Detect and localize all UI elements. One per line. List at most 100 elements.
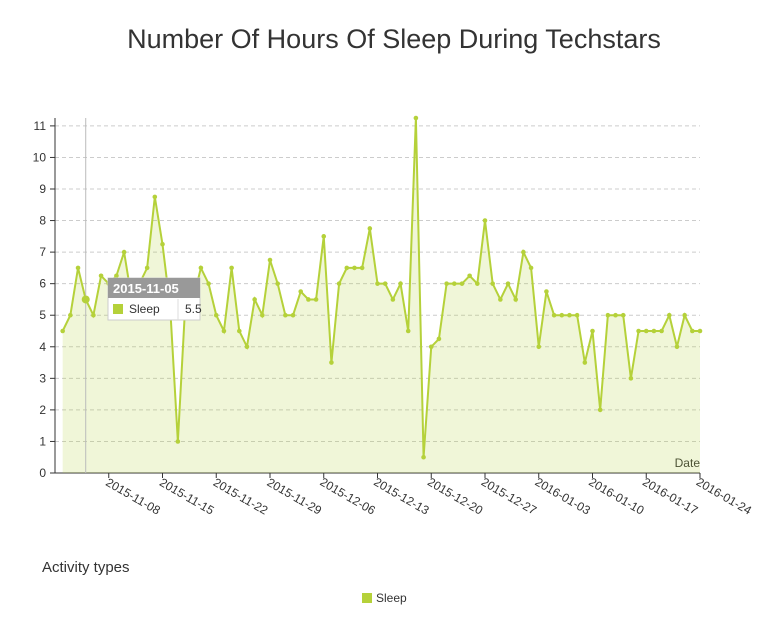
point — [636, 328, 641, 334]
point — [490, 281, 495, 286]
point — [674, 344, 680, 350]
point — [444, 281, 449, 286]
point — [329, 360, 334, 365]
y-tick-label: 7 — [39, 245, 46, 259]
point — [459, 281, 465, 286]
point — [213, 312, 219, 318]
point — [283, 312, 288, 318]
point — [528, 265, 534, 271]
point — [536, 344, 542, 350]
point — [336, 281, 342, 286]
point — [298, 289, 304, 294]
point — [567, 312, 572, 318]
x-tick-label: 2015-11-15 — [157, 475, 217, 518]
point — [498, 297, 503, 302]
point — [643, 328, 649, 334]
point — [68, 312, 73, 318]
area — [62, 118, 700, 473]
tooltip-name: Sleep — [129, 302, 160, 316]
point — [152, 194, 158, 200]
point — [244, 344, 250, 350]
point — [221, 328, 227, 334]
x-tick-label: 2015-11-22 — [211, 475, 271, 518]
point — [505, 281, 511, 286]
point — [605, 312, 611, 318]
legend-label: Sleep — [376, 591, 407, 605]
point — [206, 281, 211, 286]
x-tick-label: 2015-11-08 — [103, 475, 163, 518]
chart-title: Number Of Hours Of Sleep During Techstar… — [127, 24, 661, 54]
legend-title: Activity types — [42, 559, 130, 576]
point — [313, 297, 319, 302]
point — [60, 328, 65, 334]
y-tick-label: 5 — [39, 308, 46, 322]
point — [451, 281, 457, 286]
hover-point — [81, 295, 90, 304]
x-axis-label: Date — [675, 456, 701, 470]
point — [467, 273, 472, 279]
point — [690, 328, 695, 334]
point — [482, 218, 488, 223]
point — [252, 297, 257, 302]
point — [367, 226, 373, 231]
x-tick-label: 2016-01-17 — [640, 475, 700, 518]
point — [590, 328, 595, 334]
point — [352, 265, 357, 271]
point — [267, 257, 273, 263]
tooltip-header — [108, 278, 200, 298]
point — [75, 265, 81, 271]
x-tick-label: 2015-12-20 — [425, 475, 485, 518]
tooltip-swatch — [113, 304, 123, 314]
tooltip-value: 5.5 — [185, 302, 202, 316]
point — [559, 312, 565, 318]
point — [175, 439, 181, 444]
y-tick-label: 10 — [33, 150, 47, 164]
point — [121, 249, 127, 255]
point — [666, 312, 672, 318]
point — [405, 328, 411, 334]
point — [421, 454, 426, 460]
point — [697, 328, 703, 334]
x-tick-label: 2016-01-10 — [586, 475, 646, 518]
point — [98, 273, 104, 279]
x-tick-label: 2016-01-03 — [533, 475, 593, 518]
point — [91, 312, 96, 318]
point — [582, 360, 588, 365]
x-tick-label: 2015-12-06 — [318, 475, 378, 518]
y-tick-label: 0 — [39, 466, 46, 480]
y-tick-label: 9 — [39, 182, 46, 196]
point — [544, 289, 549, 294]
point — [475, 281, 480, 286]
point — [513, 297, 519, 302]
x-tick-label: 2015-12-13 — [371, 475, 431, 518]
point — [229, 265, 234, 271]
point — [651, 328, 657, 334]
y-tick-label: 4 — [39, 340, 46, 354]
point — [390, 297, 396, 302]
y-tick-label: 11 — [34, 119, 47, 133]
point — [398, 281, 403, 286]
point — [375, 281, 380, 286]
point — [344, 265, 350, 271]
point — [620, 312, 626, 318]
y-tick-label: 2 — [39, 403, 46, 417]
point — [114, 273, 119, 279]
point — [321, 234, 327, 239]
point — [306, 297, 311, 302]
legend-swatch — [362, 593, 372, 603]
point — [236, 328, 242, 334]
point — [260, 312, 265, 318]
point — [613, 312, 618, 318]
x-tick-label: 2015-11-29 — [265, 475, 325, 518]
point — [290, 312, 296, 318]
point — [275, 281, 280, 286]
point — [144, 265, 150, 271]
x-tick-label: 2015-12-27 — [479, 475, 539, 518]
point — [413, 115, 419, 121]
y-tick-label: 1 — [39, 434, 46, 448]
point — [359, 265, 365, 271]
point — [198, 265, 204, 271]
point — [551, 312, 557, 318]
tooltip-date: 2015-11-05 — [113, 281, 179, 296]
